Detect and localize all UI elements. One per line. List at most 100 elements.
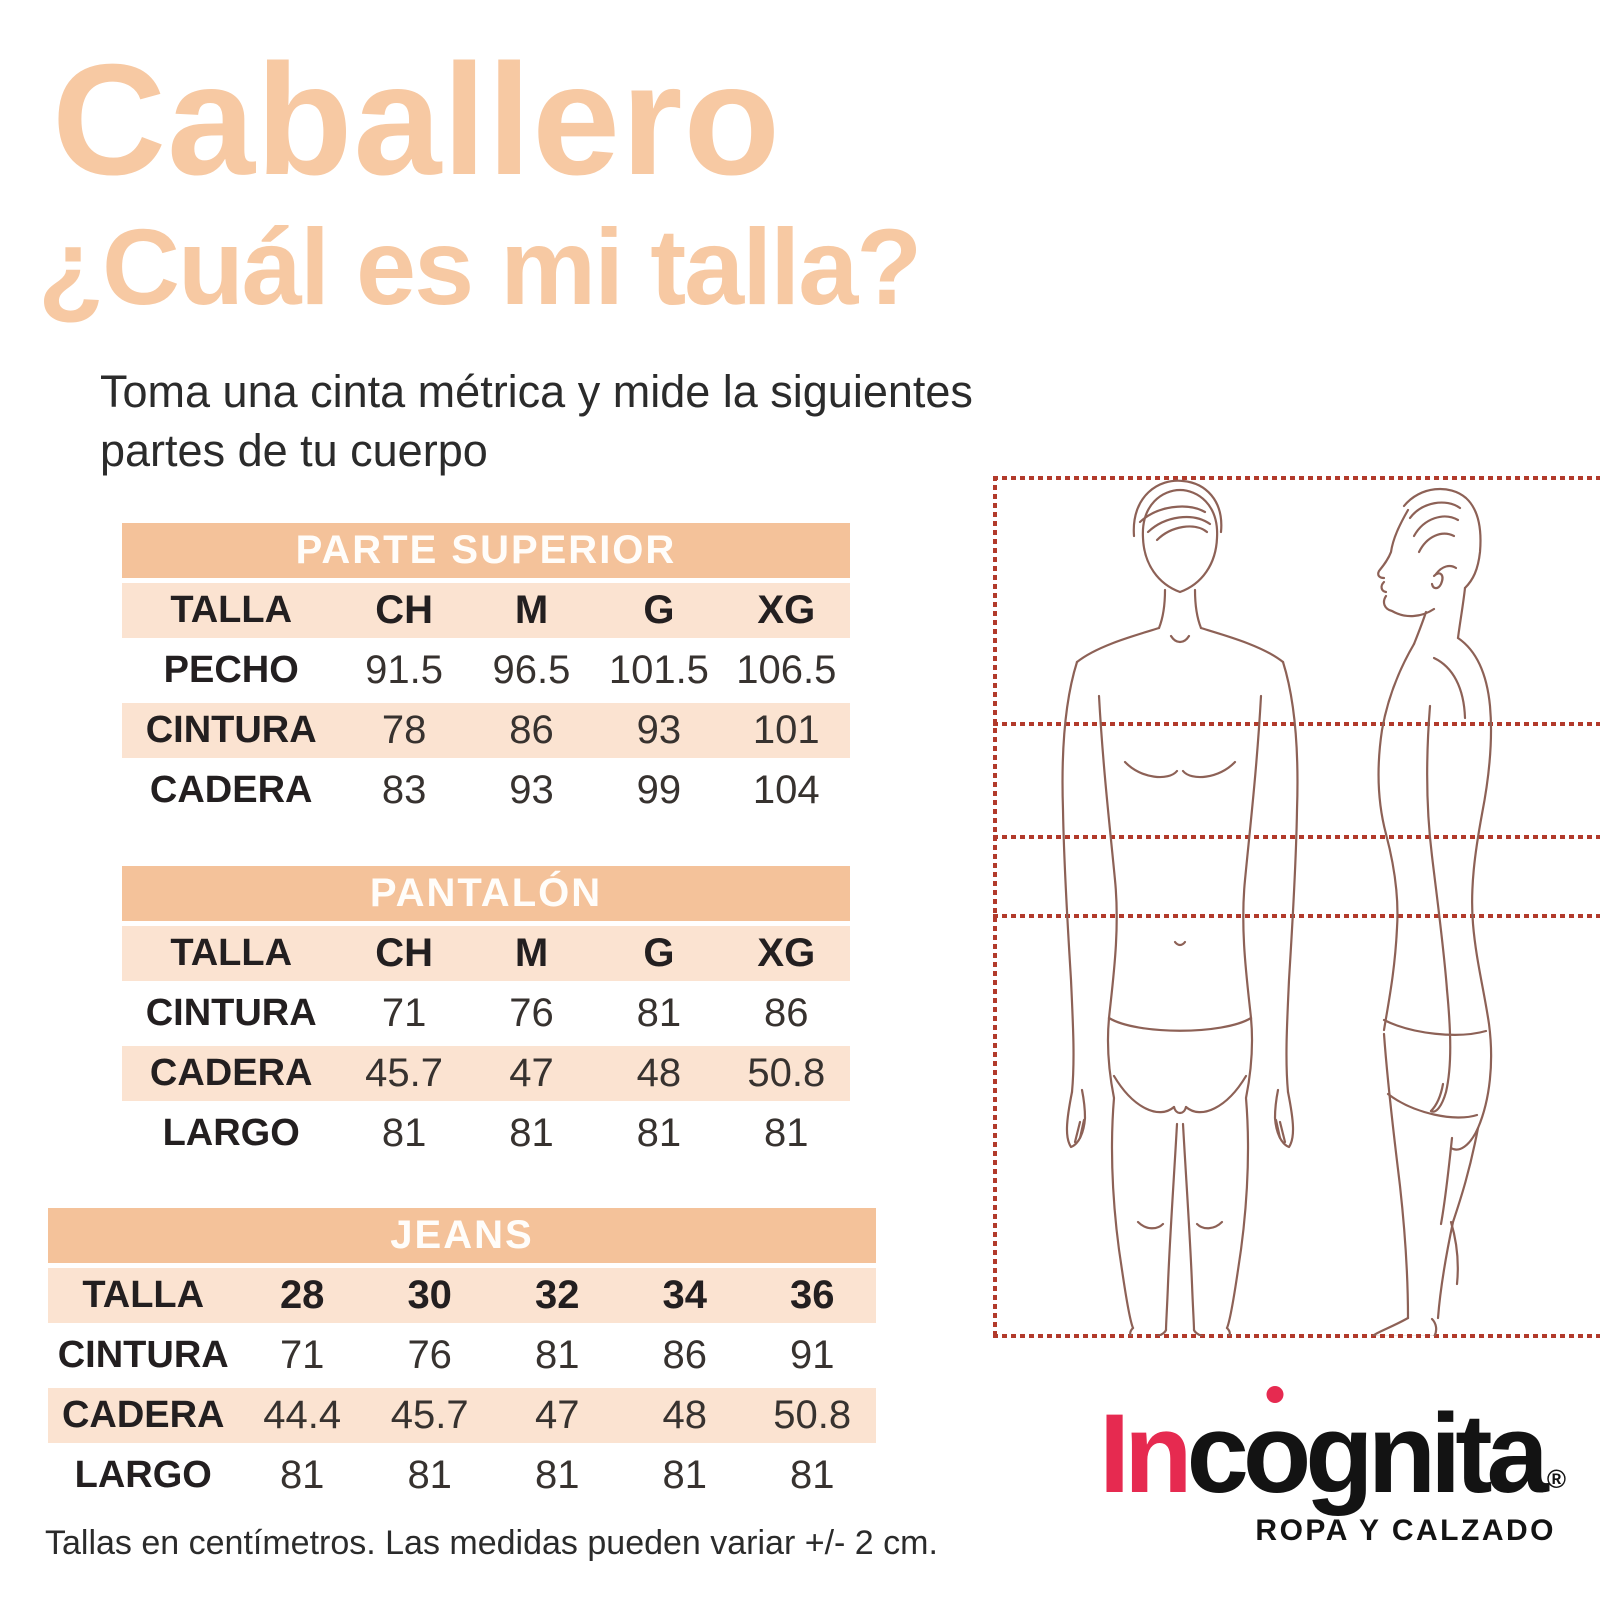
header-cell-size: 36 [789, 1273, 835, 1317]
cell-value: 106.5 [736, 648, 837, 692]
table-row: LARGO 81 81 81 81 81 [48, 1448, 876, 1503]
instruction-text: Toma una cinta métrica y mide la siguien… [100, 362, 973, 481]
row-label: CADERA [149, 1052, 313, 1094]
table-row: CINTURA 78 86 93 101 [122, 703, 850, 758]
cell-value: 47 [509, 1051, 554, 1095]
cell-value: 81 [534, 1453, 580, 1497]
cell-value: 44.4 [263, 1393, 342, 1437]
table-jeans: JEANS TALLA 28 30 32 34 36 CINTURA 71 76… [48, 1208, 876, 1503]
cell-value: 81 [509, 1111, 554, 1155]
male-figure-side [1318, 478, 1518, 1341]
table-title: PANTALÓN [122, 866, 850, 921]
cell-value: 71 [381, 991, 427, 1035]
brand-tagline: ROPA Y CALZADO [1255, 1514, 1556, 1547]
table-pantalon: PANTALÓN TALLA CH M G XG CINTURA 71 76 8… [122, 866, 850, 1161]
cell-value: 93 [636, 708, 682, 752]
cell-value: 93 [509, 768, 554, 812]
cell-value: 86 [509, 708, 554, 752]
table-row: CADERA 45.7 47 48 50.8 [122, 1046, 850, 1101]
page-subtitle: ¿Cuál es mi talla? [38, 206, 922, 327]
table-row: LARGO 81 81 81 81 [122, 1106, 850, 1161]
brand-wordmark: Inc ognita ® [1099, 1386, 1566, 1510]
cell-value: 45.7 [390, 1393, 469, 1437]
brand-text-red: In [1099, 1391, 1192, 1516]
cell-value: 101.5 [608, 648, 709, 692]
cell-value: 81 [534, 1333, 580, 1377]
header-cell-talla: TALLA [82, 1274, 205, 1316]
brand-text-black: gnita [1305, 1391, 1549, 1516]
table-row: CADERA 83 93 99 104 [122, 763, 850, 818]
header-cell-size: 30 [407, 1273, 452, 1317]
cell-value: 81 [279, 1453, 325, 1497]
guide-line-left-border [993, 476, 997, 1338]
logo-accent-dot [1266, 1386, 1284, 1403]
brand-logo: Inc ognita ® ROPA Y CALZADO [1099, 1386, 1566, 1548]
cell-value: 71 [279, 1333, 325, 1377]
table-row: CINTURA 71 76 81 86 91 [48, 1328, 876, 1383]
row-label: LARGO [74, 1454, 212, 1496]
row-label: CINTURA [57, 1334, 229, 1376]
row-label: CADERA [61, 1394, 225, 1436]
header-cell-size: XG [757, 588, 816, 632]
cell-value: 48 [636, 1051, 682, 1095]
cell-value: 81 [407, 1453, 452, 1497]
page-title: Caballero [52, 32, 782, 208]
guide-line-hip [993, 914, 1600, 918]
male-figure-front [1035, 478, 1325, 1342]
cell-value: 76 [407, 1333, 452, 1377]
guide-line-bottom [993, 1334, 1600, 1338]
cell-value: 45.7 [365, 1051, 444, 1095]
cell-value: 81 [636, 991, 682, 1035]
table-title: JEANS [48, 1208, 876, 1263]
cell-value: 81 [636, 1111, 682, 1155]
table-header-row: TALLA CH M G XG [122, 583, 850, 638]
row-label: PECHO [163, 649, 299, 691]
table-header-row: TALLA 28 30 32 34 36 [48, 1268, 876, 1323]
header-cell-talla: TALLA [170, 589, 293, 631]
cell-value: 104 [752, 768, 820, 812]
table-header-row: TALLA CH M G XG [122, 926, 850, 981]
cell-value: 78 [381, 708, 427, 752]
header-cell-size: XG [757, 931, 816, 975]
header-cell-size: CH [375, 588, 433, 632]
cell-value: 101 [752, 708, 820, 752]
header-cell-size: CH [375, 931, 433, 975]
guide-line-chest [993, 722, 1600, 726]
cell-value: 76 [509, 991, 554, 1035]
guide-line-top [993, 476, 1600, 480]
table-parte-superior: PARTE SUPERIOR TALLA CH M G XG PECHO 91.… [122, 523, 850, 818]
header-cell-size: G [643, 931, 675, 975]
cell-value: 91 [789, 1333, 835, 1377]
instruction-line-2: partes de tu cuerpo [100, 425, 488, 477]
header-cell-size: 34 [662, 1273, 707, 1317]
cell-value: 86 [764, 991, 809, 1035]
cell-value: 50.8 [747, 1051, 826, 1095]
row-label: CADERA [149, 769, 313, 811]
header-cell-talla: TALLA [170, 932, 293, 974]
cell-value: 91.5 [365, 648, 444, 692]
cell-value: 96.5 [492, 648, 571, 692]
header-cell-size: 32 [534, 1273, 580, 1317]
cell-value: 50.8 [773, 1393, 852, 1437]
table-row: CADERA 44.4 45.7 47 48 50.8 [48, 1388, 876, 1443]
header-cell-size: G [643, 588, 675, 632]
cell-value: 81 [381, 1111, 427, 1155]
instruction-line-1: Toma una cinta métrica y mide la siguien… [100, 366, 973, 417]
table-row: PECHO 91.5 96.5 101.5 106.5 [122, 643, 850, 698]
cell-value: 86 [662, 1333, 707, 1377]
brand-text-black: c [1186, 1391, 1249, 1516]
row-label: CINTURA [145, 992, 317, 1034]
header-cell-size: 28 [279, 1273, 325, 1317]
table-title: PARTE SUPERIOR [122, 523, 850, 578]
cell-value: 47 [534, 1393, 580, 1437]
cell-value: 48 [662, 1393, 707, 1437]
cell-value: 99 [636, 768, 682, 812]
header-cell-size: M [514, 931, 549, 975]
registered-trademark-symbol: ® [1546, 1464, 1566, 1494]
table-row: CINTURA 71 76 81 86 [122, 986, 850, 1041]
cell-value: 81 [789, 1453, 835, 1497]
footnote: Tallas en centímetros. Las medidas puede… [45, 1524, 938, 1562]
cell-value: 81 [764, 1111, 809, 1155]
cell-value: 83 [381, 768, 427, 812]
